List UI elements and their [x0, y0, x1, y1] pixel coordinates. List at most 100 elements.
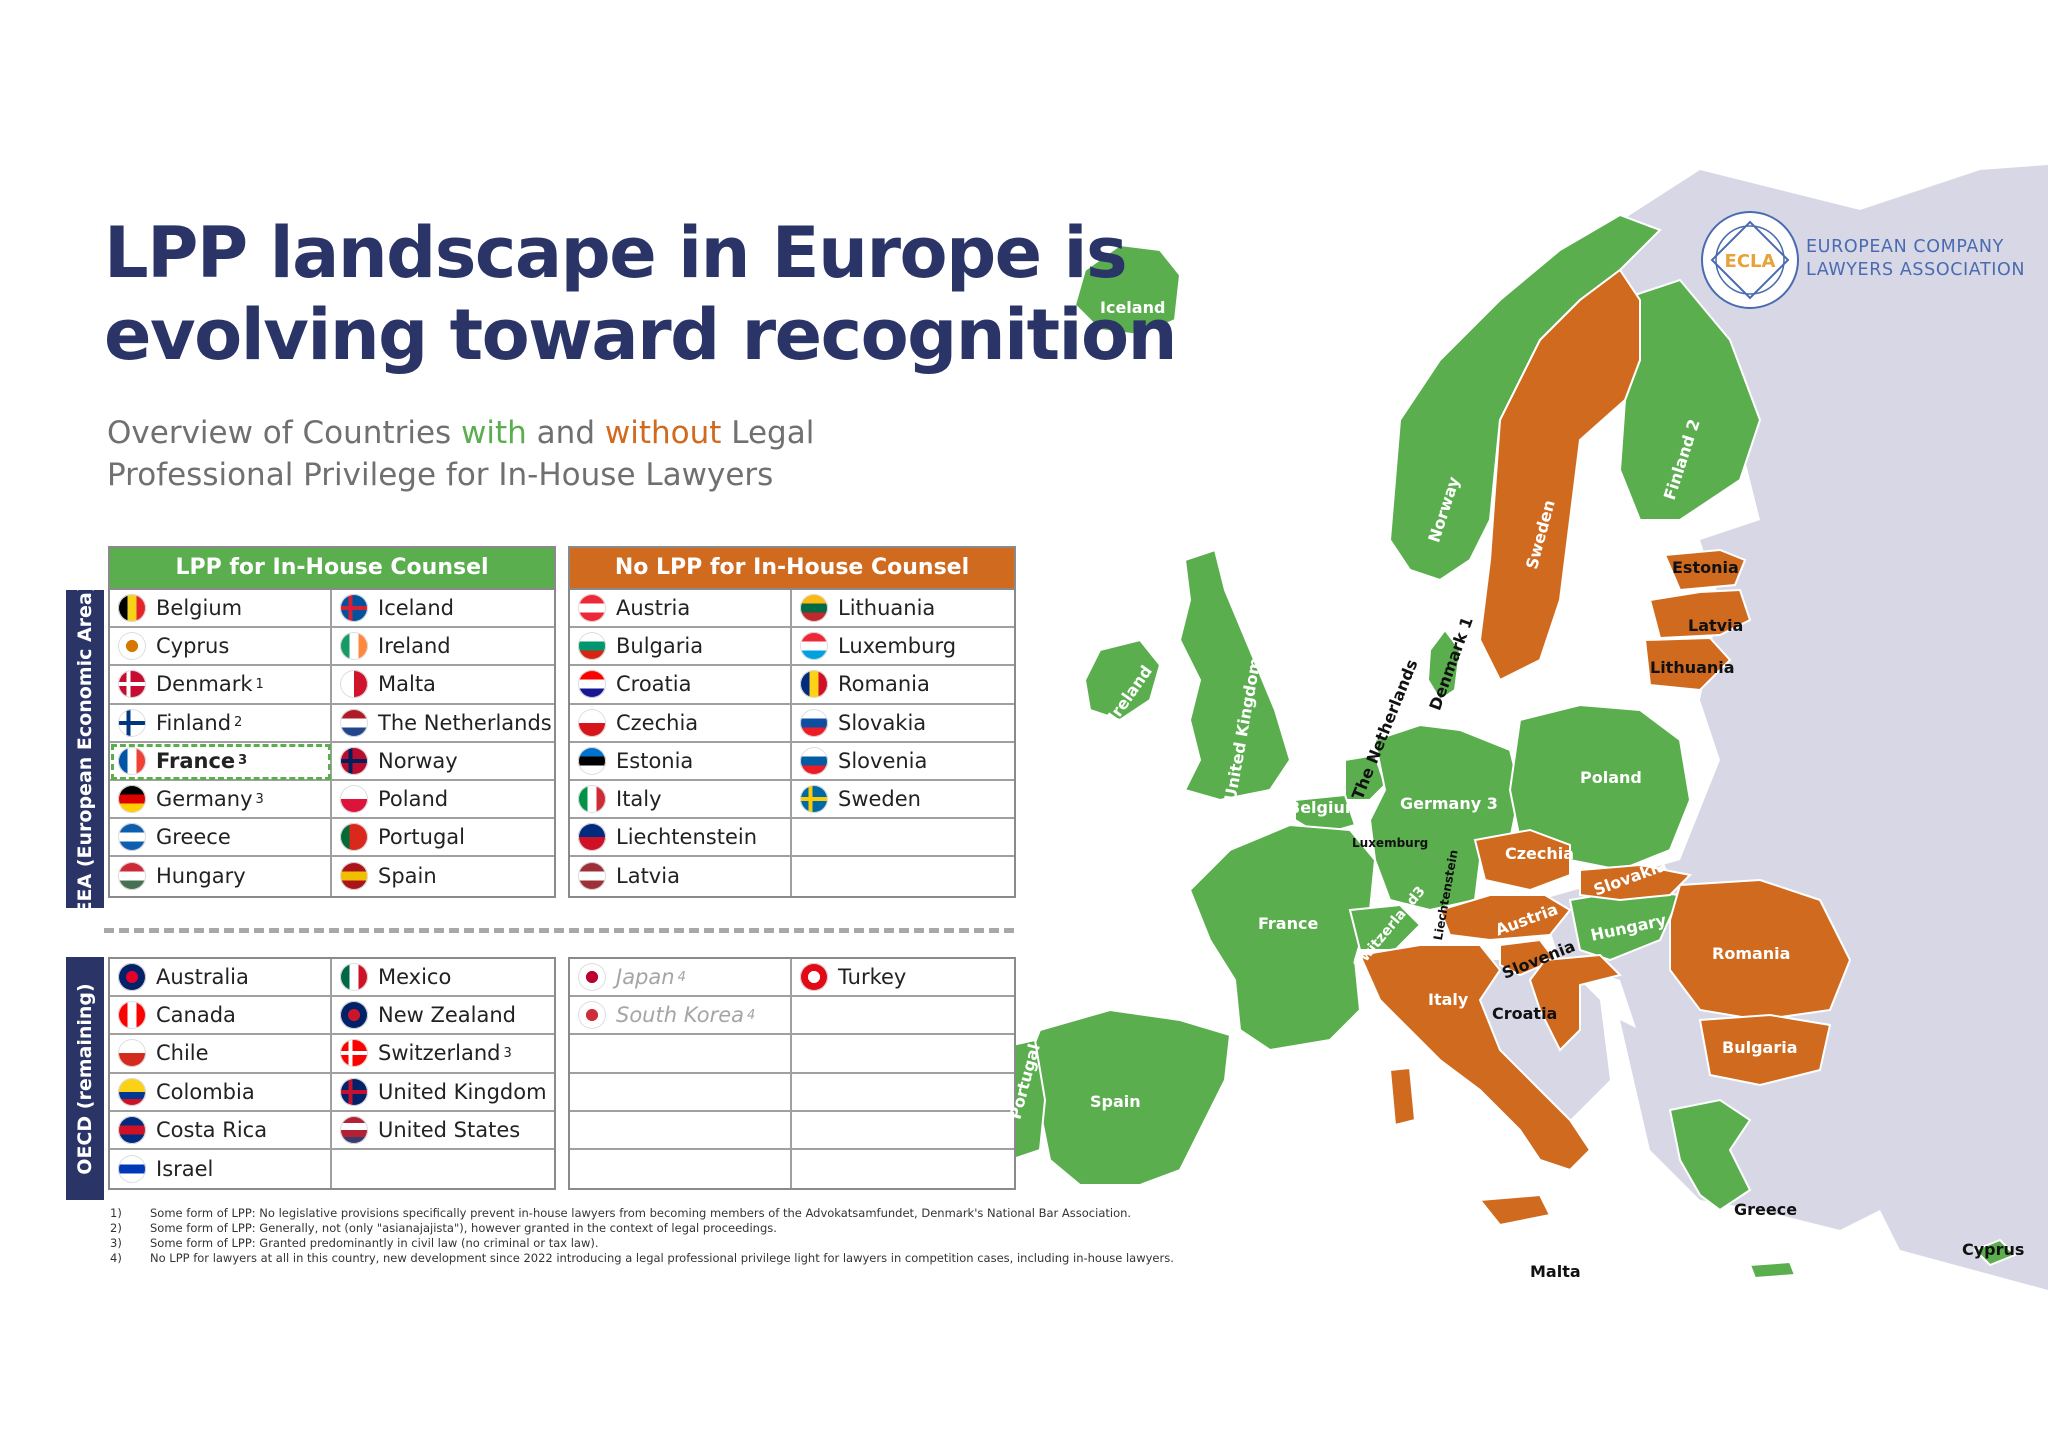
slovenia-shape — [1499, 938, 1557, 977]
empty-cell — [792, 857, 1014, 895]
lt-flag-icon — [800, 594, 828, 623]
country-cell: Denmark 1 — [110, 666, 332, 705]
logo-abbr: ECLA — [1725, 251, 1776, 272]
country-cell: The Netherlands — [332, 705, 554, 743]
fi-flag-icon — [118, 708, 146, 737]
footnote-marker: 1 — [255, 676, 264, 692]
country-cell: Turkey — [792, 959, 1014, 998]
country-name: Switzerland — [378, 1041, 501, 1066]
il-flag-icon — [118, 1155, 146, 1184]
country-cell: Chile — [110, 1035, 332, 1074]
subtitle-line2: Professional Privilege for In-House Lawy… — [107, 457, 774, 493]
country-name: Lithuania — [838, 596, 936, 621]
country-cell: Spain — [332, 857, 554, 895]
denmark-shape — [1426, 628, 1462, 702]
country-name: Latvia — [616, 864, 680, 889]
country-cell: Lithuania — [792, 590, 1014, 629]
country-cell: Canada — [110, 997, 332, 1036]
es-flag-icon — [340, 862, 368, 891]
jp-flag-icon — [578, 963, 606, 992]
footnote-marker: 4 — [747, 1007, 756, 1023]
sidebar-eea-label: EEA (European Economic Area) — [74, 583, 96, 915]
logo-line-1: EUROPEAN COMPANY — [1806, 237, 2004, 257]
croatia-shape — [1528, 953, 1622, 1052]
map-label-greece: Greece — [1734, 1200, 1798, 1219]
gb-flag-icon — [340, 1077, 368, 1106]
map-label-lithuania: Lithuania — [1650, 658, 1735, 677]
logo-line-2: LAWYERS ASSOCIATION — [1806, 260, 2026, 280]
country-name: Czechia — [616, 710, 699, 735]
map-label-romania: Romania — [1712, 944, 1791, 963]
au-flag-icon — [118, 963, 146, 992]
sidebar-oecd-label: OECD (remaining) — [74, 982, 96, 1175]
cyprus-shape — [1973, 1238, 2017, 1267]
country-name: Malta — [378, 672, 436, 697]
country-name: South Korea — [616, 1003, 744, 1028]
country-name: Italy — [616, 787, 662, 812]
country-cell: Luxemburg — [792, 628, 1014, 667]
sicily-shape — [1478, 1193, 1552, 1227]
country-cell: Cyprus — [110, 628, 332, 667]
country-name: France — [156, 748, 236, 773]
country-cell: Finland 2 — [110, 704, 332, 743]
footnote-text: Some form of LPP: No legislative provisi… — [150, 1206, 1132, 1220]
hu-flag-icon — [118, 862, 146, 891]
country-name: Portugal — [378, 825, 465, 850]
country-name: The Netherlands — [378, 710, 552, 735]
fr-flag-icon — [118, 746, 146, 775]
lu-flag-icon — [800, 632, 828, 661]
co-flag-icon — [118, 1077, 146, 1106]
de-flag-icon — [118, 785, 146, 814]
ca-flag-icon — [118, 1001, 146, 1030]
footnote-marker: 2 — [234, 715, 243, 731]
it-flag-icon — [578, 785, 606, 814]
country-cell: South Korea 4 — [570, 997, 792, 1036]
switzerland-shape — [1348, 903, 1422, 951]
table-grid: Japan 4 Turkey South Korea 4 — [570, 959, 1014, 1189]
tr-flag-icon — [800, 963, 828, 992]
lithuania-shape — [1643, 636, 1732, 692]
footnote-text: No LPP for lawyers at all in this countr… — [150, 1251, 1174, 1265]
sidebar-eea: EEA (European Economic Area) — [66, 584, 104, 914]
at-flag-icon — [578, 594, 606, 623]
kr-flag-icon — [578, 1001, 606, 1030]
map-label-cyprus: Cyprus — [1962, 1240, 2025, 1259]
country-cell: Slovakia — [792, 705, 1014, 743]
country-name: Luxemburg — [838, 634, 957, 659]
country-cell: Mexico — [332, 959, 554, 998]
country-name: Belgium — [156, 596, 243, 621]
country-name: Bulgaria — [616, 634, 704, 659]
germany-shape — [1368, 723, 1522, 912]
map-label-germany: Germany 3 — [1400, 794, 1498, 813]
country-cell: Hungary — [110, 857, 332, 896]
cz-flag-icon — [578, 708, 606, 737]
subtitle-part1: Overview of Countries — [107, 415, 462, 451]
estonia-shape — [1663, 548, 1747, 592]
country-name: Iceland — [378, 596, 455, 621]
footnote-marker: 4 — [677, 969, 686, 985]
table-grid: Australia Mexico Canada New Zealand Chile Swi… — [110, 959, 554, 1189]
country-cell: Switzerland 3 — [332, 1035, 554, 1074]
empty-cell — [792, 997, 1014, 1036]
italy-shape — [1358, 944, 1592, 1172]
country-cell: Latvia — [570, 857, 792, 896]
title-line-1: LPP landscape in Europe is — [104, 212, 1128, 294]
country-cell: Portugal — [332, 819, 554, 858]
poland-shape — [1508, 703, 1692, 872]
country-cell: Italy — [570, 780, 792, 820]
map-label-france: France — [1258, 914, 1319, 933]
hr-flag-icon — [578, 670, 606, 699]
empty-cell — [570, 1073, 792, 1112]
footnote: 1) Some form of LPP: No legislative provi… — [110, 1206, 1174, 1221]
country-cell: Colombia — [110, 1073, 332, 1112]
si-flag-icon — [800, 746, 828, 775]
lpp-countries — [988, 213, 2017, 1280]
be-flag-icon — [118, 594, 146, 623]
country-name: Canada — [156, 1003, 236, 1028]
bulgaria-shape — [1698, 1013, 1832, 1087]
footnote-number: 3) — [110, 1236, 122, 1250]
map-label-estonia: Estonia — [1672, 558, 1739, 577]
ee-flag-icon — [578, 746, 606, 775]
country-name: New Zealand — [378, 1003, 516, 1028]
